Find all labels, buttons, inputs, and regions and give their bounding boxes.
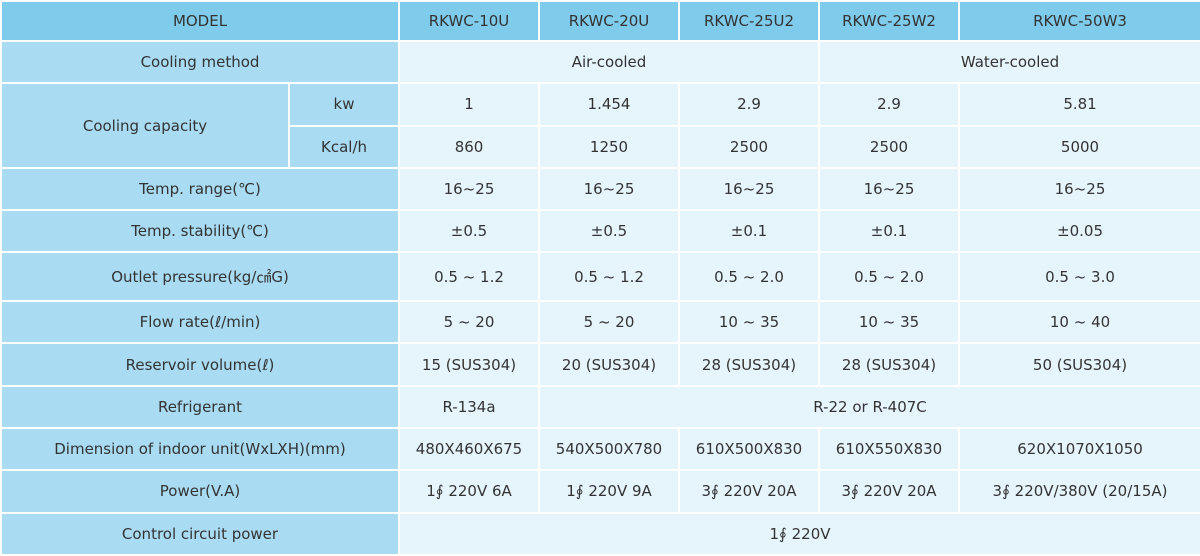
cell: 1∮ 220V 9A — [538, 469, 681, 514]
cell: 620X1070X1050 — [958, 427, 1200, 472]
cell: 2500 — [818, 124, 961, 169]
row: Cooling capacity kw 1 1.454 2.9 2.9 5.81 — [0, 82, 1200, 169]
cell: 610X550X830 — [818, 427, 961, 472]
header-cell: RKWC-25W2 — [818, 0, 961, 42]
cell: ±0.05 — [958, 209, 1200, 254]
row: Temp. stability(℃) ±0.5 ±0.5 ±0.1 ±0.1 ±0.05 — [0, 209, 1200, 254]
cell: 5 ~ 20 — [538, 300, 681, 345]
row-label: Cooling method — [0, 39, 401, 85]
row: Power(V.A) 1∮ 220V 6A 1∮ 220V 9A 3∮ 220V 20… — [0, 469, 1200, 514]
header-cell: RKWC-20U — [538, 0, 681, 42]
row-label: Dimension of indoor unit(WxLXH)(mm) — [0, 427, 401, 472]
cell: 1 — [398, 82, 541, 127]
cell: 610X500X830 — [678, 427, 821, 472]
row-label: Control circuit power — [0, 511, 401, 556]
header-cell: RKWC-25U2 — [678, 0, 821, 42]
cell: R-22 or R-407C — [538, 384, 1200, 430]
cell: ±0.1 — [818, 209, 961, 254]
cell: 3∮ 220V 20A — [818, 469, 961, 514]
cell: R-134a — [398, 384, 541, 430]
cell: ±0.5 — [538, 209, 681, 254]
row: Control circuit power 1∮ 220V — [0, 511, 1200, 556]
row: Refrigerant R-134a R-22 or R-407C — [0, 384, 1200, 430]
row: Reservoir volume(ℓ) 15 (SUS304) 20 (SUS304… — [0, 342, 1200, 387]
cell: 1∮ 220V — [398, 511, 1200, 556]
row: Outlet pressure(kg/㎠G) 0.5 ~ 1.2 0.5 ~ 1.2… — [0, 251, 1200, 303]
row-label: Power(V.A) — [0, 469, 401, 514]
cell: 1.454 — [538, 82, 681, 127]
cell: 50 (SUS304) — [958, 342, 1200, 387]
cell: 2500 — [678, 124, 821, 169]
cell: 5000 — [958, 124, 1200, 169]
row-label: Cooling capacity — [0, 82, 290, 169]
cell: 860 — [398, 124, 541, 169]
cell: 2.9 — [678, 82, 821, 127]
cell: 0.5 ~ 3.0 — [958, 251, 1200, 303]
cell: 5 ~ 20 — [398, 300, 541, 345]
header-cell: RKWC-10U — [398, 0, 541, 42]
cell: 0.5 ~ 2.0 — [678, 251, 821, 303]
cell: 0.5 ~ 1.2 — [538, 251, 681, 303]
row-label: Reservoir volume(ℓ) — [0, 342, 401, 387]
cell: 28 (SUS304) — [678, 342, 821, 387]
cell: 28 (SUS304) — [818, 342, 961, 387]
unit-label: kw — [287, 82, 401, 127]
cell: 5.81 — [958, 82, 1200, 127]
row: Flow rate(ℓ/min) 5 ~ 20 5 ~ 20 10 ~ 35 10 ~ … — [0, 300, 1200, 345]
row: Temp. range(℃) 16~25 16~25 16~25 16~25 16~25 — [0, 166, 1200, 212]
row: Kcal/h 860 1250 2500 2500 5000 — [1, 124, 1200, 169]
row: Dimension of indoor unit(WxLXH)(mm) 480X4… — [0, 427, 1200, 472]
cell: 0.5 ~ 1.2 — [398, 251, 541, 303]
unit-label: Kcal/h — [287, 124, 401, 169]
cell: 10 ~ 35 — [678, 300, 821, 345]
row-label: Flow rate(ℓ/min) — [0, 300, 401, 345]
cell: 15 (SUS304) — [398, 342, 541, 387]
row: Cooling method Air-cooled Water-cooled — [0, 39, 1200, 85]
cell: 480X460X675 — [398, 427, 541, 472]
cell: Air-cooled — [398, 39, 821, 85]
cell: 0.5 ~ 2.0 — [818, 251, 961, 303]
cell: 16~25 — [398, 166, 541, 212]
cell: 1250 — [538, 124, 681, 169]
cell: 3∮ 220V/380V (20/15A) — [958, 469, 1200, 514]
cell: 10 ~ 40 — [958, 300, 1200, 345]
cell: 16~25 — [538, 166, 681, 212]
cell: 2.9 — [818, 82, 961, 127]
cell: 3∮ 220V 20A — [678, 469, 821, 514]
cell: 20 (SUS304) — [538, 342, 681, 387]
cell: 10 ~ 35 — [818, 300, 961, 345]
cell: 1∮ 220V 6A — [398, 469, 541, 514]
cell: ±0.1 — [678, 209, 821, 254]
row-label: Refrigerant — [0, 384, 401, 430]
cell: 16~25 — [678, 166, 821, 212]
header-row: MODEL RKWC-10U RKWC-20U RKWC-25U2 RKWC-2… — [0, 0, 1200, 42]
cell: 16~25 — [818, 166, 961, 212]
header-cell: RKWC-50W3 — [958, 0, 1200, 42]
header-cell: MODEL — [0, 0, 401, 42]
cell: 16~25 — [958, 166, 1200, 212]
row-label: Temp. stability(℃) — [0, 209, 401, 254]
row-label: Temp. range(℃) — [0, 166, 401, 212]
cell: ±0.5 — [398, 209, 541, 254]
cell: 540X500X780 — [538, 427, 681, 472]
cell: Water-cooled — [818, 39, 1200, 85]
row-label: Outlet pressure(kg/㎠G) — [0, 251, 401, 303]
